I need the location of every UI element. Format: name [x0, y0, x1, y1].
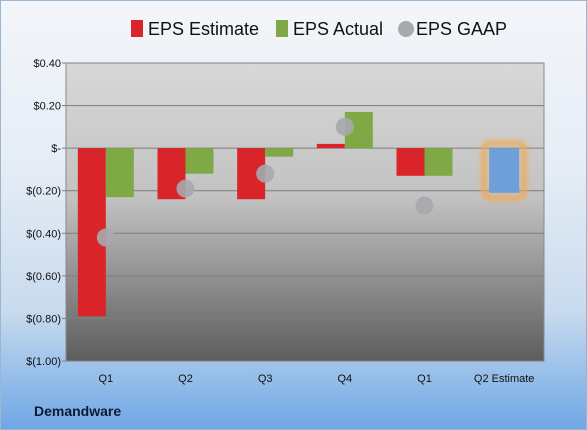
gridlines	[66, 62, 544, 362]
x-tick-label: Q2 Estimate	[474, 373, 535, 385]
gaap-markers	[96, 117, 434, 247]
legend-label: EPS GAAP	[416, 19, 507, 39]
legend-swatch	[398, 21, 414, 37]
y-tick-label: $(0.60)	[26, 271, 61, 283]
y-tick-label: $(0.20)	[26, 186, 61, 198]
legend-label: EPS Actual	[293, 19, 383, 39]
company-name: Demandware	[34, 403, 122, 419]
legend-swatch	[131, 20, 143, 37]
legend: EPS Estimate EPS Actual EPS GAAP	[131, 19, 507, 39]
y-tick-label: $0.40	[33, 58, 61, 70]
x-tick-label: Q4	[337, 373, 352, 385]
y-axis: $0.40 $0.20 $- $(0.20) $(0.40) $(0.60) $(0.80)…	[26, 58, 66, 368]
x-tick-label: Q3	[258, 373, 273, 385]
eps-actual-bar	[424, 148, 453, 176]
eps-gaap-marker	[415, 196, 434, 215]
y-tick-label: $(1.00)	[26, 356, 61, 368]
x-tick-label: Q1	[417, 373, 432, 385]
eps-actual-bar	[265, 148, 294, 157]
plot-area	[65, 62, 545, 362]
legend-swatch	[276, 20, 288, 37]
y-tick-label: $(0.40)	[26, 228, 61, 240]
eps-gaap-marker	[176, 179, 195, 198]
eps-estimate-bar	[396, 148, 425, 176]
eps-gaap-marker	[335, 117, 354, 136]
x-axis: Q1 Q2 Q3 Q4 Q1 Q2 Estimate	[98, 373, 534, 385]
y-tick-label: $0.20	[33, 101, 61, 113]
x-tick-label: Q2	[178, 373, 193, 385]
y-tick-label: $-	[51, 143, 61, 155]
eps-gaap-marker	[256, 164, 275, 183]
x-tick-label: Q1	[98, 373, 113, 385]
eps-estimate-bar	[316, 143, 345, 149]
eps-gaap-marker	[96, 228, 115, 247]
forward-estimate-bar	[489, 148, 520, 193]
estimate-glow	[481, 140, 528, 201]
eps-actual-bar	[105, 148, 134, 198]
eps-actual-bar	[185, 148, 214, 174]
y-tick-label: $(0.80)	[26, 313, 61, 325]
legend-label: EPS Estimate	[148, 19, 259, 39]
